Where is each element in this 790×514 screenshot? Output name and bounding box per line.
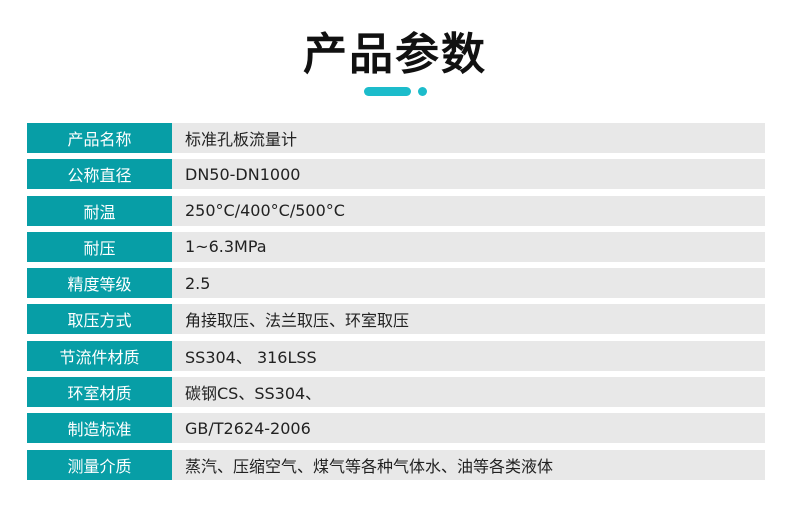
row-label: 耐温: [27, 195, 172, 226]
table-row: 产品名称 标准孔板流量计: [27, 123, 765, 153]
table-row: 耐压 1~6.3MPa: [27, 231, 765, 262]
table-row: 精度等级 2.5: [27, 268, 765, 299]
row-value: SS304、 316LSS: [172, 340, 765, 371]
row-label: 产品名称: [27, 123, 172, 153]
row-value: 碳钢CS、SS304、: [172, 377, 765, 408]
spec-table: 产品名称 标准孔板流量计 公称直径 DN50-DN1000 耐温 250°C/400°…: [27, 123, 765, 486]
row-value: 角接取压、法兰取压、环室取压: [172, 304, 765, 335]
title-underline-bar: [364, 87, 411, 96]
row-label: 耐压: [27, 231, 172, 262]
row-label: 节流件材质: [27, 340, 172, 371]
row-value: 标准孔板流量计: [172, 123, 765, 153]
row-label: 精度等级: [27, 268, 172, 299]
row-value: GB/T2624-2006: [172, 413, 765, 444]
row-label: 公称直径: [27, 159, 172, 190]
table-row: 取压方式 角接取压、法兰取压、环室取压: [27, 304, 765, 335]
row-label: 测量介质: [27, 449, 172, 480]
row-value: 1~6.3MPa: [172, 231, 765, 262]
title-underline-dot: [418, 87, 427, 96]
row-value: 2.5: [172, 268, 765, 299]
row-label: 环室材质: [27, 377, 172, 408]
row-value: 蒸汽、压缩空气、煤气等各种气体水、油等各类液体: [172, 449, 765, 480]
table-row: 节流件材质 SS304、 316LSS: [27, 340, 765, 371]
row-value: DN50-DN1000: [172, 159, 765, 190]
table-row: 环室材质 碳钢CS、SS304、: [27, 377, 765, 408]
table-row: 耐温 250°C/400°C/500°C: [27, 195, 765, 226]
table-row: 制造标准 GB/T2624-2006: [27, 413, 765, 444]
row-label: 制造标准: [27, 413, 172, 444]
table-row: 公称直径 DN50-DN1000: [27, 159, 765, 190]
row-value: 250°C/400°C/500°C: [172, 195, 765, 226]
page-title: 产品参数: [303, 29, 487, 80]
table-row: 测量介质 蒸汽、压缩空气、煤气等各种气体水、油等各类液体: [27, 449, 765, 480]
row-label: 取压方式: [27, 304, 172, 335]
